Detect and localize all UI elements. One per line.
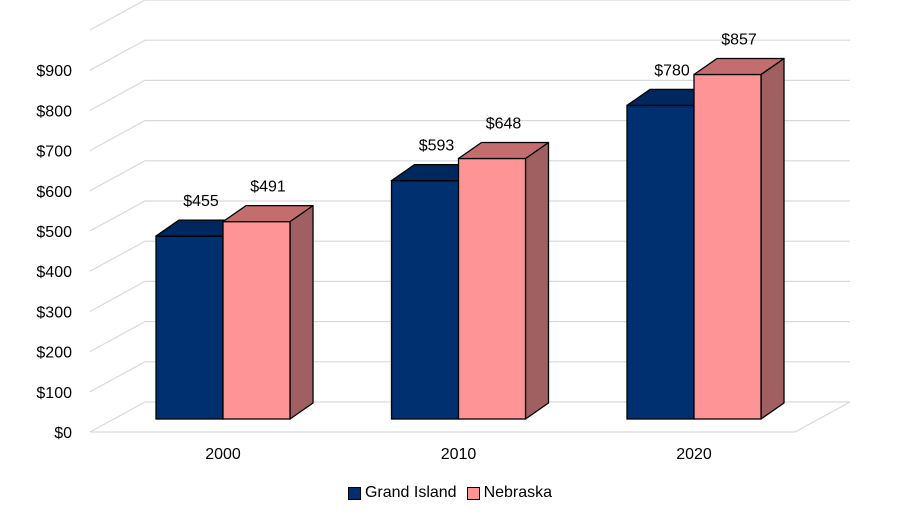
y-tick-label-800: $800 (36, 103, 72, 120)
gridlines (89, 0, 851, 433)
data-label-nebraska-2000: $491 (250, 179, 286, 196)
legend-label-grand-island: Grand Island (364, 484, 457, 501)
data-label-grand-island-2020: $780 (654, 62, 690, 79)
bar-nebraska-2010-top (457, 141, 550, 160)
gridline-700 (89, 120, 850, 152)
x-axis-ticks: 2000 2010 2020 (205, 446, 712, 463)
bar-nebraska-2020-side (760, 57, 785, 420)
legend-item-nebraska: Nebraska (466, 484, 553, 502)
gridline-0 (89, 401, 850, 433)
data-label-grand-island-2010: $593 (419, 138, 455, 155)
legend-item-grand-island: Grand Island (347, 484, 457, 502)
y-tick-label-0: $0 (54, 425, 72, 442)
data-label-nebraska-2020: $857 (721, 31, 757, 48)
y-tick-label-300: $300 (36, 304, 72, 321)
legend: Grand Island Nebraska (0, 484, 900, 502)
y-tick-label-100: $100 (36, 385, 72, 402)
gridline-200 (89, 321, 850, 353)
bar-grand-island-2010 (390, 179, 460, 420)
bar-nebraska-2000-side (289, 204, 314, 420)
bar-grand-island-2020 (626, 104, 695, 420)
x-tick-label-2010: 2010 (441, 446, 477, 463)
y-tick-label-900: $900 (36, 63, 72, 80)
floor-right-edge (794, 401, 851, 433)
y-axis-ticks: $0 $100 $200 $300 $400 $500 $600 $700 $800 $900 (36, 63, 72, 442)
x-tick-label-2020: 2020 (676, 446, 712, 463)
legend-swatch-nebraska (466, 486, 480, 500)
gridline-400 (89, 240, 850, 272)
bar-nebraska-2010 (457, 157, 527, 420)
y-tick-label-700: $700 (36, 144, 72, 161)
bar-grand-island-2000 (155, 235, 224, 420)
data-label-nebraska-2010: $648 (486, 116, 522, 133)
gridline-600 (89, 160, 850, 192)
legend-swatch-grand-island (347, 486, 361, 500)
gridline-800 (89, 79, 850, 111)
gridline-300 (89, 280, 850, 312)
bar-nebraska-2000-top (222, 204, 314, 223)
gridline-100 (89, 361, 850, 393)
y-tick-label-400: $400 (36, 264, 72, 281)
bar-nebraska-2000 (222, 220, 291, 420)
y-tick-label-500: $500 (36, 224, 72, 241)
data-labels: $455 $491 $593 $648 $780 $857 (183, 31, 757, 210)
bar-nebraska-2010-side (524, 141, 550, 420)
bar-nebraska-2020-top (693, 57, 785, 76)
gridline-500 (89, 200, 850, 232)
data-label-grand-island-2000: $455 (183, 193, 219, 210)
y-tick-label-600: $600 (36, 184, 72, 201)
legend-label-nebraska: Nebraska (483, 484, 553, 501)
gridline-1000 (89, 0, 850, 31)
y-tick-label-200: $200 (36, 345, 72, 362)
bars (155, 57, 785, 420)
x-tick-label-2000: 2000 (205, 446, 241, 463)
bar-nebraska-2020 (693, 73, 762, 420)
gridline-900 (89, 39, 850, 71)
